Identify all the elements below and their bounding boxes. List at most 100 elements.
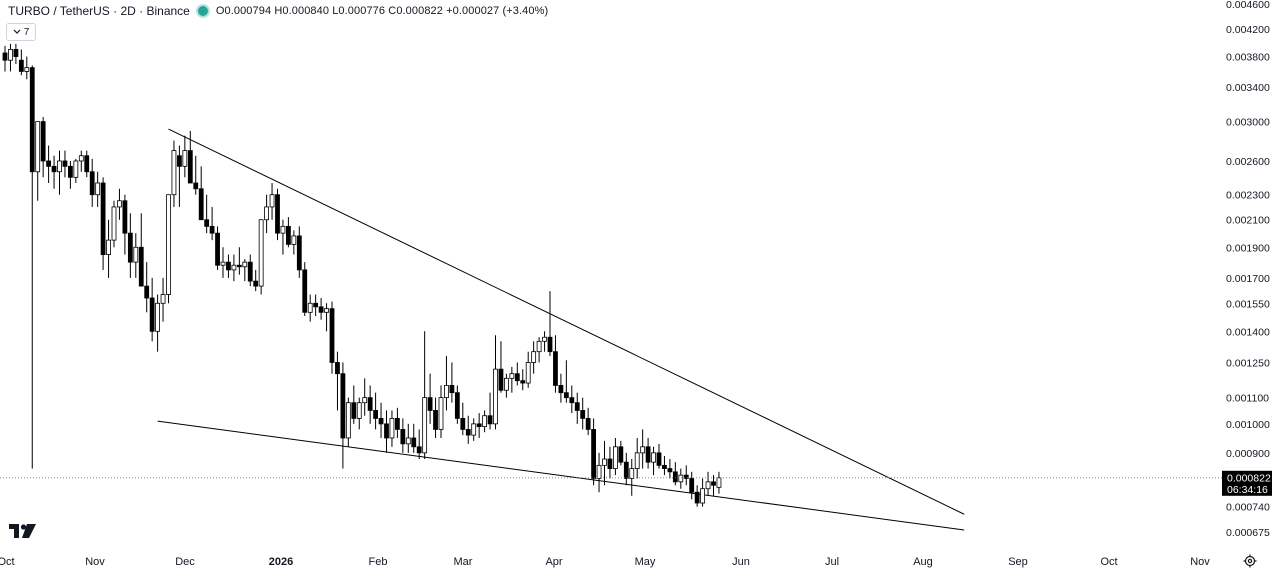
candle: [285, 217, 291, 248]
candle: [236, 247, 242, 275]
candle-body: [394, 418, 400, 430]
candle: [487, 392, 493, 430]
y-tick-label: 0.001100: [1226, 393, 1269, 405]
price-axis: 0.004600 0.004200 0.003800 0.003400 0.003000…: [1226, 0, 1270, 539]
candle-body: [438, 397, 444, 430]
candle: [231, 254, 237, 282]
candle-body: [444, 385, 449, 399]
y-tick-label: 0.003000: [1226, 117, 1270, 129]
candle-body: [705, 481, 711, 490]
candle-body: [193, 182, 199, 190]
candle: [209, 206, 215, 241]
candle-body: [318, 306, 324, 313]
candle: [694, 485, 700, 507]
x-tick-label: Mar: [454, 556, 473, 568]
symbol-title[interactable]: TURBO / TetherUS · 2D · Binance: [8, 4, 190, 18]
candle: [438, 385, 444, 438]
candle: [662, 455, 667, 476]
candle: [580, 397, 586, 430]
candle-body: [100, 182, 106, 256]
candle: [318, 298, 324, 320]
x-tick-label: Apr: [545, 556, 562, 568]
candle-body: [122, 200, 128, 234]
candle: [542, 331, 547, 352]
candle-body: [340, 373, 346, 439]
candle-body: [2, 52, 8, 61]
candle: [623, 452, 629, 486]
candle-body: [547, 336, 553, 353]
candle: [640, 429, 646, 469]
y-tick-label: 0.000900: [1226, 448, 1270, 460]
candle: [95, 171, 101, 207]
candle: [536, 337, 542, 363]
candle-body: [68, 165, 73, 178]
candle: [242, 259, 248, 282]
candle-body: [247, 261, 253, 282]
candle-body: [242, 261, 248, 268]
candle-body: [542, 336, 547, 342]
candle-body: [389, 418, 395, 439]
indicators-toggle-button[interactable]: 7: [6, 23, 36, 41]
x-tick-label: Oct: [1100, 556, 1117, 568]
candle: [247, 254, 253, 287]
candle-body: [613, 446, 618, 469]
candle: [444, 355, 449, 411]
ohlc-readout: O0.000794 H0.000840 L0.000776 C0.000822 …: [215, 5, 549, 17]
candle-body: [280, 225, 286, 234]
candle-body: [362, 397, 368, 404]
candle-body: [138, 246, 144, 287]
candle: [226, 254, 231, 278]
candle-body: [558, 385, 564, 394]
candle-body: [78, 155, 84, 162]
candle-body: [553, 351, 558, 386]
candle-body: [89, 171, 95, 196]
candle-body: [291, 235, 297, 245]
candle: [476, 413, 482, 438]
candle-body: [269, 194, 275, 208]
candle: [514, 362, 520, 386]
candle-body: [683, 474, 689, 479]
last-price-tag-bg: [1222, 470, 1272, 496]
candle: [471, 418, 477, 441]
candle: [335, 351, 340, 411]
gear-icon[interactable]: [1243, 554, 1257, 568]
x-tick-label: Nov: [1190, 556, 1210, 568]
candle-body: [220, 261, 226, 266]
candle: [716, 471, 722, 494]
candle-body: [536, 340, 542, 353]
candle-body: [160, 294, 166, 304]
candle: [111, 200, 117, 248]
candle: [574, 392, 580, 424]
y-tick-label: 0.002100: [1226, 215, 1270, 227]
y-tick-label: 0.004600: [1226, 0, 1270, 11]
candle-body: [176, 155, 182, 167]
tradingview-logo-icon[interactable]: [9, 524, 37, 538]
candle-body: [166, 194, 171, 295]
candle-body: [296, 235, 302, 271]
candle-body: [209, 225, 215, 234]
y-tick-label: 0.001250: [1226, 357, 1270, 369]
candle-body: [215, 232, 220, 266]
market-status-icon[interactable]: [197, 6, 208, 16]
candle: [302, 262, 308, 317]
candle: [553, 335, 558, 393]
candle: [291, 230, 297, 255]
candle: [106, 219, 111, 278]
candle-body: [520, 380, 526, 384]
candle-body: [367, 397, 373, 411]
candle-body: [187, 150, 193, 184]
candle-body: [618, 446, 624, 463]
candle-body: [204, 219, 210, 227]
candle-body: [285, 225, 291, 245]
candle: [35, 121, 41, 201]
candle-body: [307, 302, 313, 313]
trendlines: [157, 128, 965, 531]
candle: [356, 397, 362, 430]
candle-body: [144, 285, 150, 299]
x-tick-label: Jul: [825, 556, 839, 568]
candle: [275, 188, 280, 241]
candle-body: [487, 415, 493, 425]
candle-body: [226, 261, 231, 271]
